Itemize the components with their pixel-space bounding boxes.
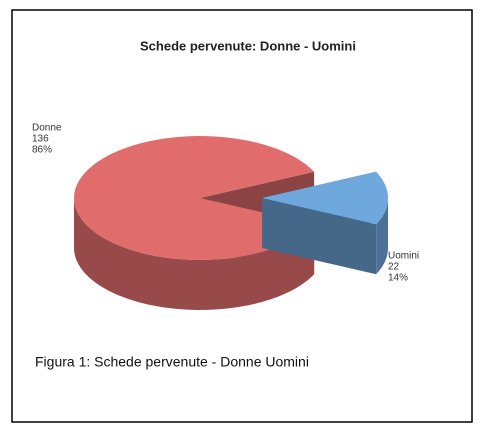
slice-side <box>376 198 388 275</box>
slice-label: Donne <box>32 123 62 134</box>
slice-side <box>74 198 315 310</box>
chart-title: Schede pervenute: Donne - Uomini <box>140 38 356 53</box>
value-label: 136 <box>32 134 49 145</box>
value-label: 22 <box>388 262 400 273</box>
slice <box>74 136 315 310</box>
caption: Figura 1: Schede pervenute - Donne Uomin… <box>35 354 309 370</box>
slice-wall <box>262 198 377 275</box>
slice-top <box>74 136 315 260</box>
percent-label: 86% <box>32 145 52 156</box>
slice <box>262 171 388 275</box>
slice-label: Uomini <box>388 251 419 262</box>
slice-top <box>262 171 388 225</box>
percent-label: 14% <box>388 273 408 284</box>
